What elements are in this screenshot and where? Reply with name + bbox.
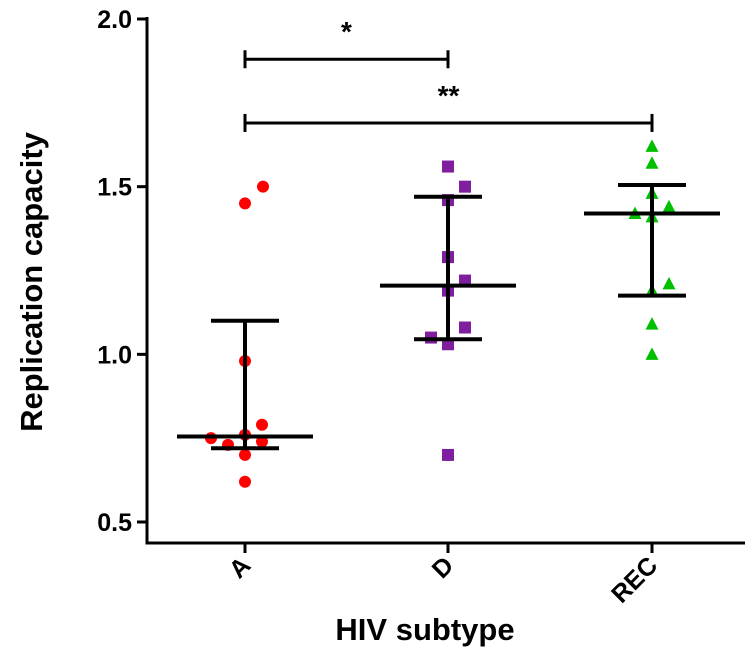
- significance-label: **: [438, 80, 460, 111]
- data-point-a: [256, 418, 268, 431]
- y-axis-title: Replication capacity: [14, 131, 49, 432]
- x-tick-label: A: [224, 551, 257, 584]
- data-point-rec: [645, 156, 659, 169]
- data-point-a: [239, 197, 251, 210]
- significance-brackets: ***: [243, 16, 654, 132]
- significance-label: *: [341, 16, 352, 47]
- data-point-a: [256, 435, 268, 448]
- data-point-rec: [645, 347, 659, 360]
- data-point-a: [239, 448, 251, 461]
- data-point-d: [442, 160, 454, 173]
- x-tick-label: D: [427, 551, 460, 584]
- data-point-rec: [662, 199, 676, 213]
- data-point-rec: [645, 139, 659, 152]
- axes: 0.5 1.0 1.5 2.0 A D REC: [97, 6, 745, 609]
- y-tick-label: 0.5: [97, 509, 132, 537]
- x-axis-title: HIV subtype: [335, 612, 514, 647]
- data-point-a: [257, 180, 269, 193]
- y-tick-label: 1.0: [97, 341, 132, 369]
- data-point-rec: [662, 276, 676, 290]
- data-point-d: [459, 321, 471, 334]
- median-iqr-bars: [177, 182, 720, 451]
- data-point-d: [459, 180, 471, 193]
- data-point-d: [459, 274, 471, 287]
- y-tick-label: 2.0: [97, 6, 132, 34]
- data-point-a: [239, 475, 251, 488]
- data-point-d: [442, 338, 454, 351]
- x-tick-label: REC: [606, 551, 663, 608]
- data-point-d: [442, 448, 454, 461]
- data-point-rec: [645, 317, 659, 330]
- y-tick-label: 1.5: [97, 174, 132, 202]
